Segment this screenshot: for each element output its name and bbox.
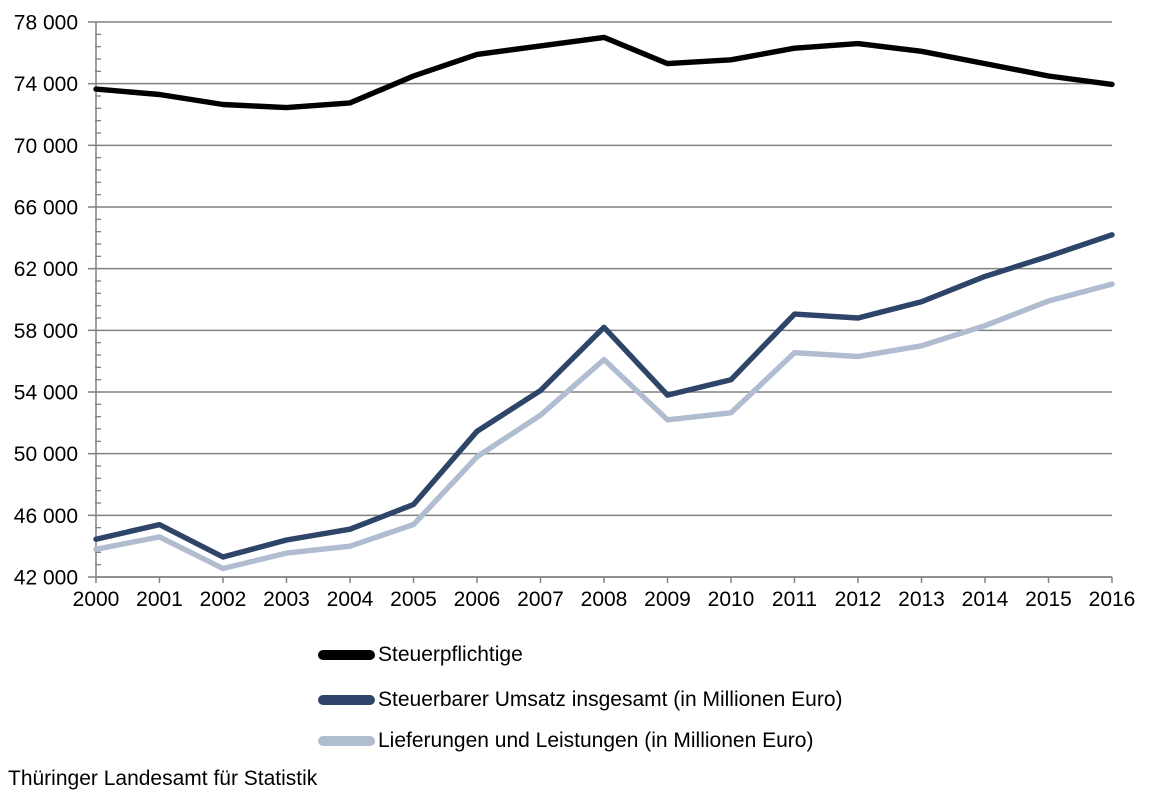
svg-text:2016: 2016 — [1089, 588, 1136, 611]
legend-label-lieferungen: Lieferungen und Leistungen (in Millionen… — [378, 729, 814, 752]
svg-text:2010: 2010 — [708, 588, 755, 611]
svg-text:2012: 2012 — [835, 588, 882, 611]
svg-text:42 000: 42 000 — [14, 567, 78, 590]
svg-text:2007: 2007 — [517, 588, 564, 611]
svg-text:54 000: 54 000 — [14, 382, 78, 405]
legend-label-steuerpflichtige: Steuerpflichtige — [378, 643, 523, 666]
legend-swatch-steuerpflichtige-icon — [318, 649, 375, 660]
svg-text:2014: 2014 — [962, 588, 1009, 611]
svg-text:58 000: 58 000 — [14, 320, 78, 343]
svg-text:2013: 2013 — [898, 588, 945, 611]
source-attribution: Thüringer Landesamt für Statistik — [8, 767, 318, 790]
legend-label-steuerbarer-umsatz: Steuerbarer Umsatz insgesamt (in Million… — [378, 688, 843, 711]
legend-item-lieferungen: Lieferungen und Leistungen (in Millionen… — [318, 730, 813, 751]
svg-text:2015: 2015 — [1025, 588, 1072, 611]
svg-text:62 000: 62 000 — [14, 258, 78, 281]
svg-text:50 000: 50 000 — [14, 443, 78, 466]
svg-text:2001: 2001 — [136, 588, 183, 611]
svg-text:2002: 2002 — [200, 588, 247, 611]
svg-text:70 000: 70 000 — [14, 135, 78, 158]
legend-swatch-steuerbarer-umsatz-icon — [318, 694, 375, 705]
svg-text:78 000: 78 000 — [14, 12, 78, 35]
svg-text:2008: 2008 — [581, 588, 628, 611]
legend-item-steuerbarer-umsatz: Steuerbarer Umsatz insgesamt (in Million… — [318, 689, 843, 710]
svg-text:2011: 2011 — [772, 588, 817, 611]
svg-text:2006: 2006 — [454, 588, 501, 611]
line-chart: 42 000 46 000 50 000 54 000 58 000 62 000 66 0… — [14, 12, 1136, 612]
svg-text:2004: 2004 — [327, 588, 374, 611]
svg-text:2003: 2003 — [263, 588, 310, 611]
legend-swatch-lieferungen-icon — [318, 735, 375, 746]
svg-text:74 000: 74 000 — [14, 73, 78, 96]
svg-text:46 000: 46 000 — [14, 505, 78, 528]
svg-text:2000: 2000 — [73, 588, 120, 611]
svg-text:66 000: 66 000 — [14, 197, 78, 220]
legend-item-steuerpflichtige: Steuerpflichtige — [318, 644, 523, 665]
svg-text:2005: 2005 — [390, 588, 437, 611]
svg-text:2009: 2009 — [644, 588, 691, 611]
